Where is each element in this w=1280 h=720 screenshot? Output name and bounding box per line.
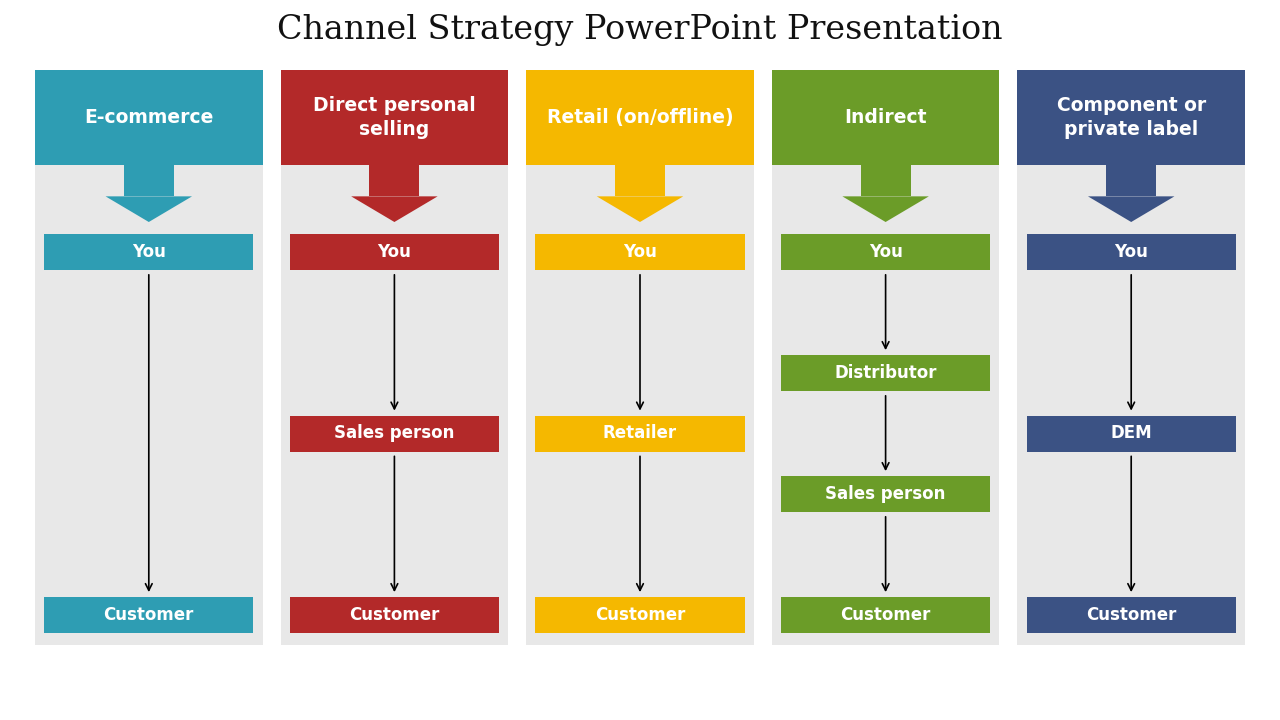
Polygon shape: [596, 197, 684, 222]
FancyBboxPatch shape: [35, 80, 262, 645]
Text: You: You: [869, 243, 902, 261]
FancyBboxPatch shape: [772, 70, 1000, 165]
Text: Component or
private label: Component or private label: [1056, 96, 1206, 139]
Text: Channel Strategy PowerPoint Presentation: Channel Strategy PowerPoint Presentation: [278, 14, 1002, 46]
Polygon shape: [351, 197, 438, 222]
Text: Customer: Customer: [104, 606, 195, 624]
Text: Customer: Customer: [595, 606, 685, 624]
FancyBboxPatch shape: [289, 234, 499, 270]
FancyBboxPatch shape: [280, 70, 508, 165]
Text: You: You: [1115, 243, 1148, 261]
Text: Customer: Customer: [841, 606, 931, 624]
Text: Retailer: Retailer: [603, 425, 677, 443]
FancyBboxPatch shape: [860, 165, 910, 197]
FancyBboxPatch shape: [781, 597, 991, 633]
FancyBboxPatch shape: [535, 415, 745, 451]
Polygon shape: [842, 197, 929, 222]
Text: Customer: Customer: [349, 606, 439, 624]
Text: DEM: DEM: [1110, 425, 1152, 443]
FancyBboxPatch shape: [280, 80, 508, 645]
Text: You: You: [132, 243, 165, 261]
FancyBboxPatch shape: [781, 476, 991, 512]
FancyBboxPatch shape: [35, 70, 262, 165]
FancyBboxPatch shape: [289, 597, 499, 633]
FancyBboxPatch shape: [781, 234, 991, 270]
FancyBboxPatch shape: [1027, 234, 1236, 270]
FancyBboxPatch shape: [781, 355, 991, 391]
Polygon shape: [1088, 197, 1175, 222]
Polygon shape: [105, 197, 192, 222]
Text: Distributor: Distributor: [835, 364, 937, 382]
Text: Sales person: Sales person: [826, 485, 946, 503]
FancyBboxPatch shape: [44, 597, 253, 633]
Text: Sales person: Sales person: [334, 425, 454, 443]
FancyBboxPatch shape: [526, 70, 754, 165]
FancyBboxPatch shape: [44, 234, 253, 270]
FancyBboxPatch shape: [370, 165, 420, 197]
FancyBboxPatch shape: [1027, 597, 1236, 633]
Text: Retail (on/offline): Retail (on/offline): [547, 108, 733, 127]
FancyBboxPatch shape: [1018, 80, 1245, 645]
Text: You: You: [623, 243, 657, 261]
FancyBboxPatch shape: [772, 80, 1000, 645]
FancyBboxPatch shape: [289, 415, 499, 451]
Text: Customer: Customer: [1085, 606, 1176, 624]
FancyBboxPatch shape: [1018, 70, 1245, 165]
Text: You: You: [378, 243, 411, 261]
Text: Direct personal
selling: Direct personal selling: [314, 96, 476, 139]
FancyBboxPatch shape: [526, 80, 754, 645]
FancyBboxPatch shape: [1106, 165, 1156, 197]
FancyBboxPatch shape: [614, 165, 666, 197]
FancyBboxPatch shape: [1027, 415, 1236, 451]
Text: E-commerce: E-commerce: [84, 108, 214, 127]
Text: Indirect: Indirect: [845, 108, 927, 127]
FancyBboxPatch shape: [535, 234, 745, 270]
FancyBboxPatch shape: [124, 165, 174, 197]
FancyBboxPatch shape: [535, 597, 745, 633]
